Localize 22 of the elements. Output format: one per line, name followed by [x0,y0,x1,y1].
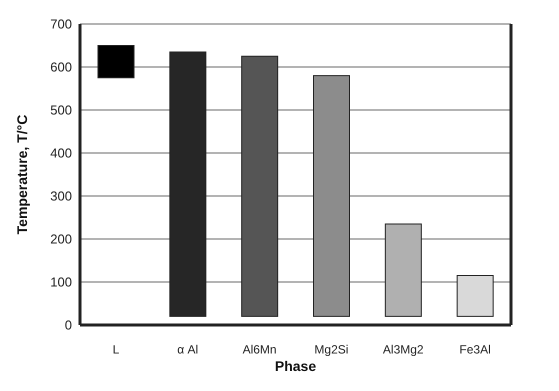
x-tick-label: Al3Mg2 [382,342,424,357]
x-tick-label: Fe3Al [459,342,491,357]
y-tick-label: 500 [50,102,72,118]
bar [98,45,134,78]
bar [384,223,422,317]
bar [313,75,350,317]
y-tick-label: 700 [50,16,72,32]
y-tick-label: 300 [50,188,72,204]
bar [241,56,278,317]
x-axis-title: Phase [274,358,316,374]
y-tick-label: 400 [50,146,72,161]
x-tick-label: α Al [177,342,198,357]
y-tick-label: 600 [50,60,72,75]
bar [456,275,494,317]
y-axis-title: Temperature, T/°C [14,114,30,234]
y-tick-label: 200 [50,232,72,247]
y-tick-label: 0 [64,318,72,333]
x-tick-label: Mg2Si [314,342,348,357]
x-tick-label: Al6Mn [242,342,277,357]
x-tick-label: L [112,342,120,357]
bar [169,51,206,317]
y-tick-label: 100 [50,274,72,290]
